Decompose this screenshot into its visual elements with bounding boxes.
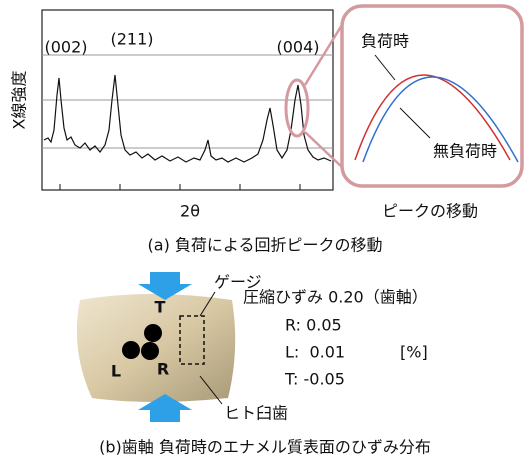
gauge-points <box>122 324 162 360</box>
load-arrow <box>138 394 192 422</box>
caption: (a) 負荷による回折ピークの移動 <box>148 236 383 255</box>
inset-label: 負荷時 <box>361 32 409 51</box>
peak-label: (002) <box>44 38 87 57</box>
inset-caption: ピークの移動 <box>382 202 478 221</box>
specimen-label: ヒト臼歯 <box>224 404 288 423</box>
unit: [%] <box>400 343 428 362</box>
inset-label: 無負荷時 <box>433 142 497 161</box>
strain-title: 圧縮ひずみ 0.20（歯軸） <box>243 288 428 307</box>
pointer <box>199 375 223 405</box>
peak-label: (004) <box>276 38 319 57</box>
peak-highlight <box>284 78 310 138</box>
spectrum <box>43 74 332 163</box>
grid <box>42 54 333 149</box>
point-label: T <box>155 298 166 317</box>
loaded-curve <box>354 74 511 161</box>
load-arrow <box>138 272 192 300</box>
x-ticks <box>59 184 301 190</box>
y-label: X線強度 <box>10 71 29 130</box>
pointer <box>374 54 396 81</box>
gauge-label: ゲージ <box>214 273 262 292</box>
strain-value: T: -0.05 <box>284 370 345 389</box>
strain-value: R: 0.05 <box>285 316 342 335</box>
x-label: 2θ <box>180 202 200 221</box>
inset-frame <box>340 4 524 188</box>
point-label: L <box>111 362 121 381</box>
pointer <box>399 107 431 139</box>
unloaded-curve <box>362 76 519 163</box>
pointer <box>199 291 216 317</box>
point-label: R <box>157 360 169 379</box>
strain-value: L: 0.01 <box>285 343 345 362</box>
gauge-box <box>179 315 205 365</box>
connector <box>303 19 347 171</box>
peak-label: (211) <box>110 30 153 49</box>
caption: (b)歯軸 負荷時のエナメル質表面のひずみ分布 <box>99 438 431 457</box>
